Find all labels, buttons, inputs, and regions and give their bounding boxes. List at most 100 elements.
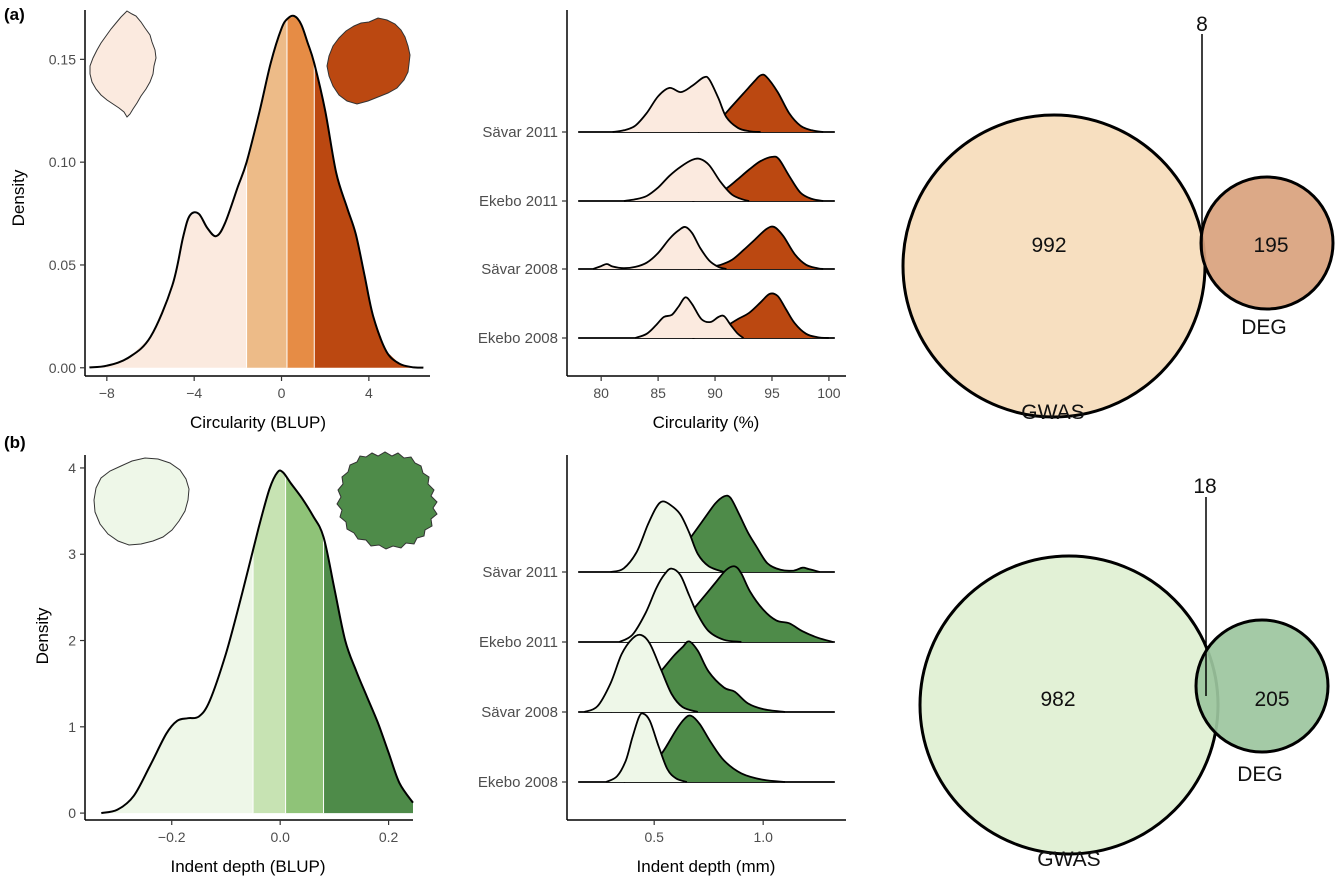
y-tick-label: 0.15 [49,51,76,67]
ridge-low-group-outline [592,226,727,270]
ridge-row-label: Sävar 2008 [481,261,558,278]
y-tick-label: 0 [68,805,76,821]
x-tick-label: −0.2 [158,829,186,845]
ridge-row [578,712,835,783]
ridge-row-label: Ekebo 2008 [478,330,558,347]
x-tick-label: 0.5 [644,829,664,845]
x-tick-label: 1.0 [753,829,773,845]
ridge-low-group-area [584,634,698,712]
x-tick-label: 0 [278,385,286,401]
x-tick-label: 90 [707,385,723,401]
x-tick-label: 95 [764,385,780,401]
y-tick-label: 3 [68,546,76,562]
x-tick-label: 0.0 [270,829,290,845]
gwas-circle [901,113,1207,419]
ridge-row [578,73,835,133]
gwas-only-count: 982 [1040,688,1075,711]
overlap-count: 8 [1196,13,1208,36]
x-tick-label: 85 [650,385,666,401]
panel-b-venn-diagram: 982 205 18 GWAS DEG [918,475,1330,871]
density-segment-4 [323,537,413,814]
y-axis-title: Density [9,169,28,226]
gwas-set-label: GWAS [1021,401,1084,424]
ridge-low-group-outline [618,567,742,643]
gwas-only-count: 992 [1031,234,1066,257]
ridge-row [578,292,835,339]
ridge-low-group-area [635,297,744,338]
deg-set-label: DEG [1241,316,1287,339]
density-curve [89,14,424,369]
y-axis-title: Density [33,607,52,664]
ridge-row-label: Ekebo 2008 [478,774,558,791]
x-axis-title: Circularity (BLUP) [190,413,326,432]
y-tick-label: 1 [68,719,76,735]
leaf-high-circularity-icon [326,17,411,105]
density-segment-2 [253,472,286,814]
panel-a-ridge-plot: 80 85 90 95 100 Sävar 2011 Ekebo 2011 Sävar 20… [478,10,846,432]
ridge-row [578,225,835,270]
x-axis-title: Circularity (%) [653,413,760,432]
ridge-low-group-area [610,501,724,572]
y-tick-label: 2 [68,633,76,649]
panel-a-density-plot: −8 −4 0 4 0.00 0.05 0.10 0.15 Circularity (BLU… [9,10,430,432]
ridge-high-group-outline [697,225,824,270]
ridge-row-label: Ekebo 2011 [479,634,558,651]
ridge-row-label: Ekebo 2011 [479,193,558,210]
leaf-deep-indent-icon [336,451,438,550]
ridge-low-group-area [619,568,742,642]
x-axis-title: Indent depth (mm) [637,857,776,876]
density-segment-2 [246,19,287,368]
density-curve [101,469,414,815]
ridge-low-group-outline [612,75,761,133]
ridge-low-group-outline [623,157,750,202]
deg-only-count: 195 [1253,234,1288,257]
ridge-low-group-area [612,76,761,132]
ridge-row [578,565,835,643]
ridge-low-group-outline [584,633,699,713]
x-axis-title: Indent depth (BLUP) [171,857,326,876]
panel-b: (b) −0.2 0.0 0.2 0 1 2 3 4 Indent depth (BLUP)… [4,433,1330,876]
y-tick-label: 0.05 [49,257,76,273]
density-segment-4 [314,63,424,368]
panel-a: (a) −8 −4 0 4 0.00 0.05 0.10 0.15 Circularity … [4,5,1335,432]
leaf-shallow-indent-icon [93,457,190,546]
x-tick-label: 100 [817,385,841,401]
y-tick-label: 0.10 [49,154,76,170]
density-segment-3 [287,16,315,368]
x-tick-label: −8 [99,385,115,401]
density-segment-1 [101,549,254,814]
ridge-low-group-area [606,713,687,782]
gwas-set-label: GWAS [1037,848,1100,871]
ridge-row [578,494,835,573]
ridge-high-group-area [698,226,824,269]
ridge-low-group-outline [634,296,745,339]
panel-a-venn-diagram: 992 195 8 GWAS DEG [901,13,1335,424]
density-segment-1 [89,162,247,368]
overlap-count: 18 [1193,475,1216,498]
ridge-low-group-outline [605,712,688,783]
ridge-row-label: Sävar 2008 [481,704,558,721]
ridge-row-label: Sävar 2011 [482,124,558,141]
deg-circle [1199,175,1335,311]
ridge-row [578,633,835,713]
ridge-row-label: Sävar 2011 [482,564,558,581]
deg-only-count: 205 [1254,688,1289,711]
panel-a-label: (a) [4,5,25,24]
deg-circle [1194,618,1330,754]
ridge-row [578,155,835,202]
y-tick-label: 0.00 [49,360,76,376]
x-tick-label: 80 [593,385,609,401]
ridge-low-group-area [593,226,727,269]
x-tick-label: −4 [186,385,202,401]
panel-b-ridge-plot: 0.5 1.0 Sävar 2011 Ekebo 2011 Sävar 2008 Eke… [478,455,846,876]
x-tick-label: 0.2 [379,829,399,845]
panel-b-density-plot: −0.2 0.0 0.2 0 1 2 3 4 Indent depth (BLUP) Den… [33,451,438,876]
density-segment-3 [285,476,324,814]
ridge-low-group-area [623,158,750,201]
panel-b-label: (b) [4,433,26,452]
y-tick-label: 4 [68,460,76,476]
ridge-low-group-outline [610,500,725,573]
leaf-low-circularity-icon [89,10,157,118]
x-tick-label: 4 [365,385,373,401]
